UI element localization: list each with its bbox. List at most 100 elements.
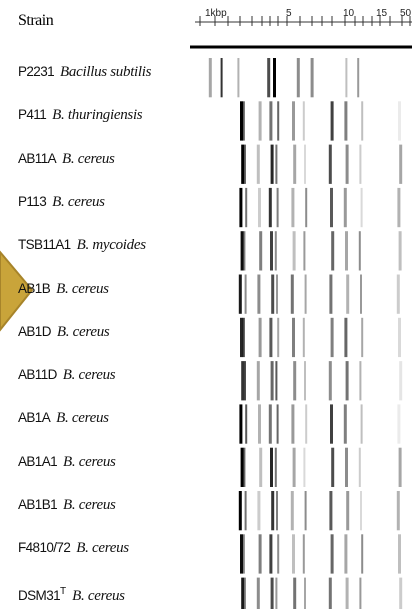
gel-band (241, 448, 244, 487)
gel-band (240, 534, 243, 573)
gel-band (399, 231, 402, 270)
gel-band (330, 404, 333, 443)
gel-band (273, 58, 276, 97)
gel-band (293, 145, 296, 184)
strain-code: AB1B (18, 281, 50, 296)
gel-band (292, 534, 295, 573)
gel-band (269, 404, 272, 443)
gel-band (258, 188, 261, 227)
species: B. cereus (62, 151, 115, 167)
gel-band (399, 578, 402, 609)
gel-band (331, 101, 334, 140)
strain-code: AB11A (18, 151, 56, 166)
strain-code: AB1A (18, 410, 50, 425)
strain-code: TSB11A1 (18, 237, 71, 252)
gel-band (257, 578, 260, 609)
gel-band (346, 361, 349, 400)
gel-band (269, 188, 272, 227)
gel-band (240, 318, 243, 357)
gel-band (305, 491, 307, 530)
gel-band (275, 578, 277, 609)
strain-code: AB1B1 (18, 497, 57, 512)
gel-band (245, 188, 247, 227)
gel-band (258, 404, 261, 443)
gel-band (271, 578, 274, 609)
gel-band (277, 534, 279, 573)
gel-band (397, 275, 400, 314)
gel-band (257, 145, 260, 184)
strain-code: P113 (18, 194, 46, 209)
gel-band (346, 491, 349, 530)
gel-band (243, 534, 245, 573)
gel-band (271, 145, 274, 184)
gel-band (277, 318, 279, 357)
gel-band (245, 275, 247, 314)
gel-band (239, 188, 242, 227)
gel-band (357, 58, 359, 97)
gel-band (270, 448, 273, 487)
gel-band (329, 145, 332, 184)
gel-band (271, 361, 274, 400)
strain-code: AB11D (18, 367, 57, 382)
gel-band (244, 578, 246, 609)
gel-band (241, 361, 244, 400)
gel-band (399, 448, 402, 487)
gel-band (329, 361, 332, 400)
gel-band (331, 534, 334, 573)
gel-band (344, 101, 347, 140)
gel-band (361, 101, 363, 140)
gel-band (361, 188, 363, 227)
gel-band (330, 188, 333, 227)
gel-band (303, 231, 305, 270)
gel-band (305, 404, 307, 443)
scale-label: 1kbp (205, 8, 227, 19)
gel-band (239, 491, 242, 530)
gel-band (291, 275, 294, 314)
gel-band (244, 145, 246, 184)
gel-band (245, 404, 247, 443)
species: B. mycoides (77, 237, 146, 253)
species: B. thuringiensis (52, 107, 142, 123)
gel-band (275, 361, 277, 400)
gel-band (241, 231, 244, 270)
gel-band (399, 361, 402, 400)
gel-band (305, 188, 307, 227)
gel-band (243, 101, 245, 140)
gel-band (346, 145, 349, 184)
gel-band (293, 231, 296, 270)
column-header: Strain (18, 12, 53, 30)
species: B. cereus (63, 367, 116, 383)
gel-band (269, 101, 272, 140)
strain-label: P411 B. thuringiensis (18, 106, 142, 124)
gel-band (361, 318, 363, 357)
gel-band (359, 231, 361, 270)
gel-band (276, 491, 278, 530)
gel-band (209, 58, 212, 97)
gel-band (305, 275, 307, 314)
gel-band (291, 188, 294, 227)
gel-band (361, 404, 363, 443)
gel-band (243, 448, 245, 487)
gel-band (259, 318, 262, 357)
gel-band (257, 361, 260, 400)
gel-band (269, 318, 272, 357)
gel-band (304, 578, 306, 609)
gel-band (361, 534, 363, 573)
gel-band (397, 188, 400, 227)
gel-band (345, 231, 348, 270)
gel-band (241, 578, 244, 609)
gel-band (346, 275, 349, 314)
scale-label: 10 (343, 8, 355, 19)
gel-band (398, 101, 401, 140)
species: B. cereus (56, 281, 109, 297)
scale-label: 50 (400, 8, 412, 19)
gel-band (293, 361, 296, 400)
gel-band (304, 145, 306, 184)
scale-label: 5 (286, 8, 292, 19)
strain-code: P411 (18, 107, 46, 122)
